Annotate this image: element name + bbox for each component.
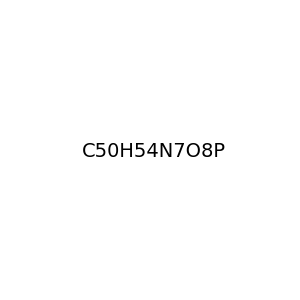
Text: C50H54N7O8P: C50H54N7O8P — [82, 142, 226, 161]
